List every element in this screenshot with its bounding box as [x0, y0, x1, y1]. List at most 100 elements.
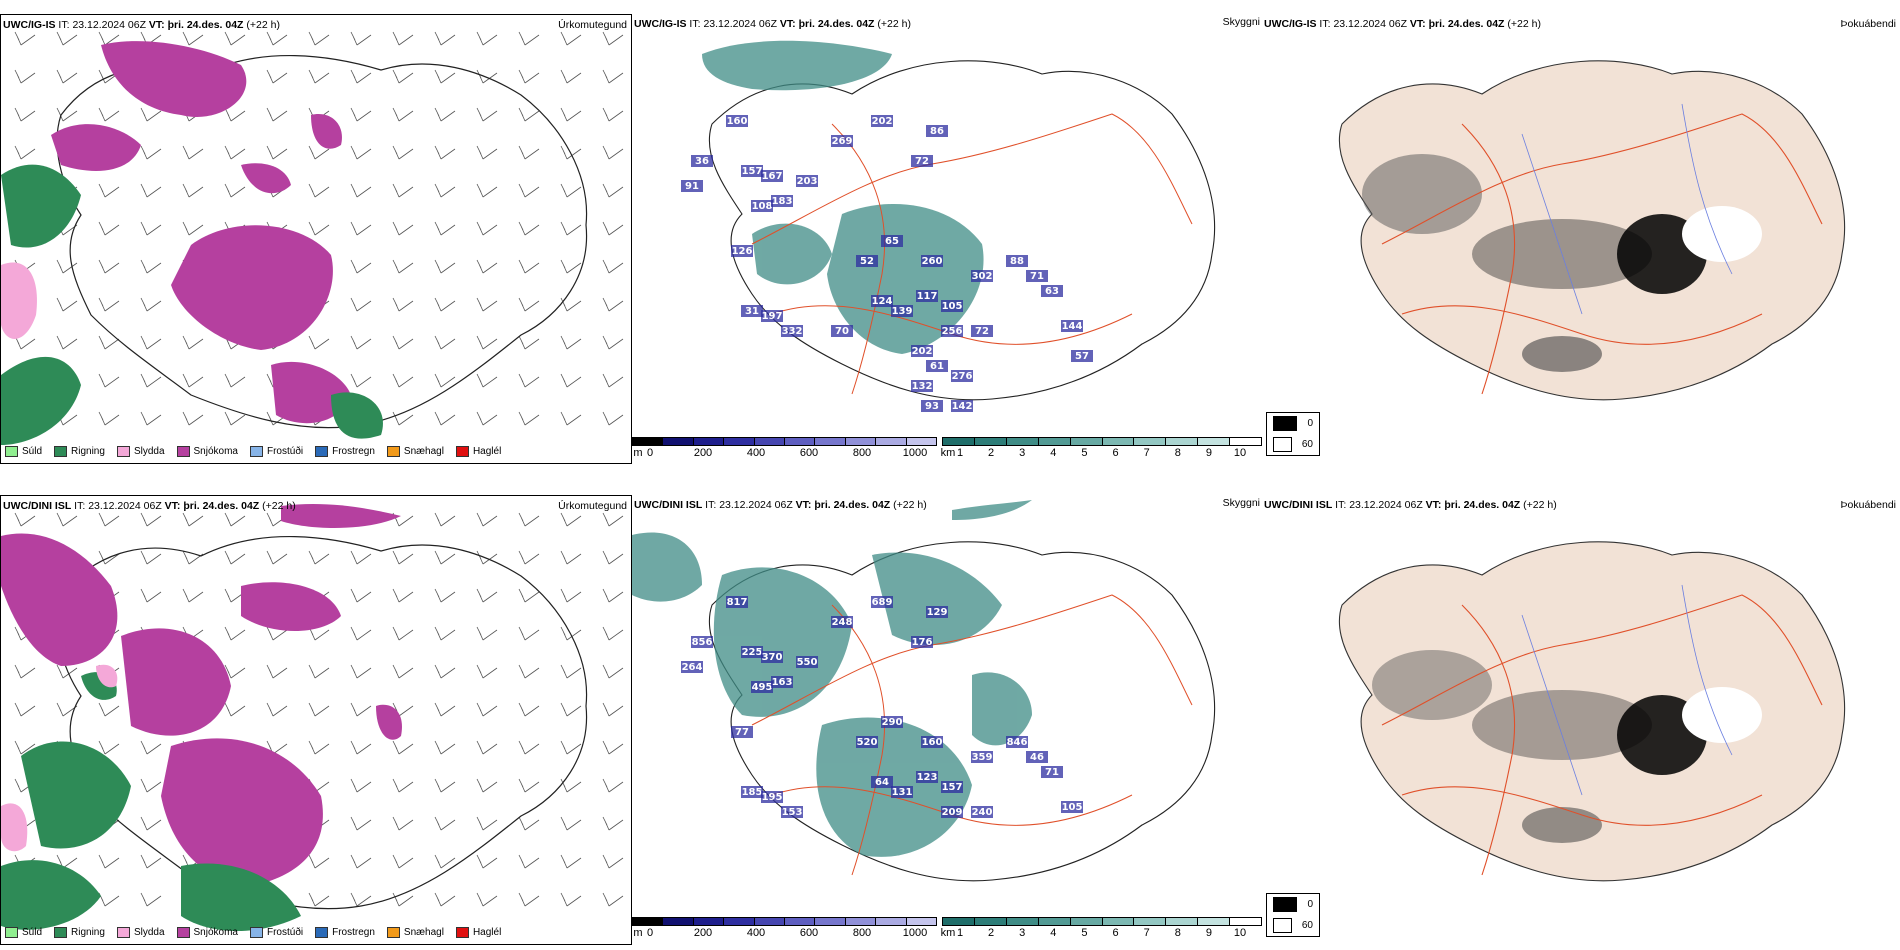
cloud-base-cell [731, 245, 753, 257]
colorbar-tick: 1000 [902, 927, 928, 939]
legend-label: Frostregn [332, 927, 375, 938]
cloud-base-cell [1006, 255, 1028, 267]
fog-panel-bottom: UWC/DINI ISL IT: 23.12.2024 06Z VT: þri.… [1262, 495, 1900, 945]
precip-legend: Súld Rigning Slydda Snjókoma Frostúði Frostre… [5, 446, 501, 457]
wind-barb [266, 626, 288, 641]
colorbar-unit: m [633, 927, 643, 939]
legend-item: Frostregn [315, 446, 375, 457]
wind-barb [350, 854, 372, 869]
fog-legend-label: 60 [1301, 439, 1313, 450]
cloud-base-cell [941, 325, 963, 337]
cloud-base-cell [881, 716, 903, 728]
legend-label: Slydda [133, 927, 165, 938]
cloud-base-cell [921, 255, 943, 267]
colorbar-segment [906, 438, 937, 445]
legend-swatch [386, 446, 400, 457]
panel-type-label: Skyggni [1222, 497, 1260, 509]
wind-barb [140, 588, 162, 603]
wind-barb [56, 512, 78, 527]
cloud-base-cell [971, 806, 993, 818]
colorbar-segment [906, 918, 937, 925]
colorbar-tick: 800 [852, 927, 872, 939]
fog-map-top [1338, 60, 1846, 401]
legend-label: Snjókoma [193, 446, 238, 457]
wind-barb [308, 145, 330, 160]
cloud-base-cell [681, 180, 703, 192]
wind-barb [518, 145, 540, 160]
cloud-base-cell [726, 596, 748, 608]
cloud-base-value: 123 [917, 772, 938, 783]
cloud-base-cell [726, 115, 748, 127]
cloud-base-value: 195 [762, 792, 783, 803]
legend-swatch [54, 446, 68, 457]
wind-barb [98, 512, 120, 527]
colorbar-tick: 800 [852, 447, 872, 459]
wind-barb [518, 550, 540, 565]
cloud-base-value: 126 [732, 246, 753, 257]
cloud-base-cell [921, 736, 943, 748]
wind-barb [140, 411, 162, 426]
cloud-base-cell [831, 325, 853, 337]
cloud-base-value: 61 [930, 361, 944, 372]
rain-area [1, 672, 301, 931]
cloud-base-cell [926, 606, 948, 618]
wind-barb [350, 550, 372, 565]
cloud-base-panel-bottom: 856 264 817 225 370 495 163 550 248 689 176 129 290 5… [632, 495, 1262, 945]
colorbar-segment [693, 438, 725, 445]
wind-barb [140, 297, 162, 312]
wind-barb [308, 31, 330, 46]
colorbar-tick: 4 [1050, 927, 1057, 939]
wind-barb [560, 373, 582, 388]
wind-barb [392, 107, 414, 122]
wind-barb [602, 664, 624, 679]
wind-barb [602, 854, 624, 869]
colorbar-segment [1166, 438, 1199, 445]
cloud-base-map-top: 36 91 160 157 167 108 183 203 269 202 72 86 65 52 126 2… [681, 40, 1216, 412]
wind-barb [602, 335, 624, 350]
colorbar-segment [1102, 438, 1135, 445]
wind-barb [434, 107, 456, 122]
wind-barb [98, 550, 120, 565]
wind-barb [602, 512, 624, 527]
cloud-base-value: 183 [772, 196, 793, 207]
wind-barb [602, 588, 624, 603]
wind-barb [308, 740, 330, 755]
wind-barb [560, 588, 582, 603]
colorbar-segment [785, 438, 816, 445]
fog-shading [1372, 650, 1762, 843]
fog-shading [1362, 154, 1762, 372]
cloud-base-value: 105 [942, 301, 963, 312]
colorbar-segment [1038, 918, 1071, 925]
cloud-base-cell [1026, 751, 1048, 763]
wind-barb [140, 107, 162, 122]
fog-legend-row: 0 [1267, 894, 1319, 915]
wind-barb [560, 512, 582, 527]
cloud-base-cell [971, 751, 993, 763]
wind-barb [56, 31, 78, 46]
wind-barb [308, 69, 330, 84]
colorbar-tick: 400 [746, 447, 766, 459]
legend-item: Snjókoma [176, 927, 238, 938]
wind-barb [560, 702, 582, 717]
wind-barb [140, 740, 162, 755]
cloud-base-value: 550 [797, 657, 818, 668]
wind-barb [308, 335, 330, 350]
wind-barb [518, 892, 540, 907]
wind-barb [224, 512, 246, 527]
colorbar-tick: 10 [1233, 447, 1247, 459]
wind-barb [434, 297, 456, 312]
wind-barb [560, 740, 582, 755]
colorbar-tick: 7 [1143, 447, 1150, 459]
cloud-base-value: 856 [692, 637, 713, 648]
wind-barb [140, 373, 162, 388]
wind-barb [140, 183, 162, 198]
cloud-base-cell [941, 806, 963, 818]
wind-barb [98, 183, 120, 198]
legend-label: Haglél [472, 446, 502, 457]
wind-barb [602, 145, 624, 160]
colorbar-segment [693, 918, 725, 925]
cloud-base-value: 290 [882, 717, 903, 728]
legend-item: Snæhagl [386, 446, 444, 457]
cloud-base-cell [921, 400, 943, 412]
wind-barb [392, 31, 414, 46]
